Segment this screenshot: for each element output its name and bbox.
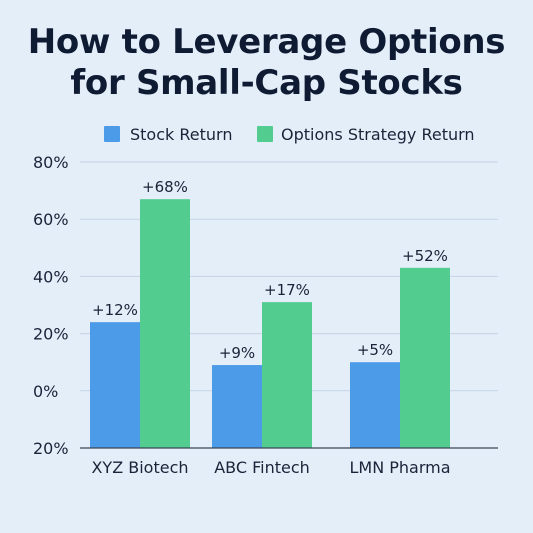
bar-options-strategy-return-xyz-biotech bbox=[140, 199, 190, 448]
y-tick-label: 40% bbox=[33, 267, 69, 286]
y-tick-label: 20% bbox=[33, 439, 69, 458]
y-tick-label: 60% bbox=[33, 210, 69, 229]
legend-label-options-strategy-return: Options Strategy Return bbox=[281, 125, 475, 144]
category-labels: XYZ Biotech ABC Fintech LMN Pharma bbox=[91, 458, 450, 477]
bar-options-strategy-return-abc-fintech bbox=[262, 302, 312, 448]
bar-options-strategy-return-lmn-pharma bbox=[400, 267, 450, 448]
value-label-stock-return-abc-fintech: +9% bbox=[219, 344, 255, 362]
bar-stock-return-xyz-biotech bbox=[90, 322, 140, 448]
chart-title-line-1: How to Leverage Options bbox=[27, 22, 506, 62]
legend-label-stock-return: Stock Return bbox=[130, 125, 232, 144]
legend-swatch-options-strategy-return bbox=[257, 126, 273, 142]
bar-stock-return-lmn-pharma bbox=[350, 362, 400, 448]
category-label-lmn-pharma: LMN Pharma bbox=[349, 458, 450, 477]
value-label-options-strategy-return-xyz-biotech: +68% bbox=[142, 178, 188, 196]
chart-title: How to Leverage Options for Small-Cap St… bbox=[0, 22, 533, 104]
bars bbox=[90, 199, 450, 448]
category-label-xyz-biotech: XYZ Biotech bbox=[91, 458, 188, 477]
category-label-abc-fintech: ABC Fintech bbox=[214, 458, 310, 477]
y-tick-label: 0% bbox=[33, 382, 58, 401]
value-labels: +12% +68% +9% +17% +5% +52% bbox=[92, 178, 448, 362]
value-label-options-strategy-return-lmn-pharma: +52% bbox=[402, 247, 448, 265]
y-tick-label: 80% bbox=[33, 153, 69, 172]
value-label-options-strategy-return-abc-fintech: +17% bbox=[264, 281, 310, 299]
y-axis-ticks: 80% 60% 40% 20% 0% 20% bbox=[33, 153, 69, 458]
chart-title-line-2: for Small-Cap Stocks bbox=[70, 63, 463, 103]
legend: Stock Return Options Strategy Return bbox=[104, 125, 475, 144]
value-label-stock-return-xyz-biotech: +12% bbox=[92, 301, 138, 319]
legend-swatch-stock-return bbox=[104, 126, 120, 142]
value-label-stock-return-lmn-pharma: +5% bbox=[357, 341, 393, 359]
bar-stock-return-abc-fintech bbox=[212, 365, 262, 448]
y-tick-label: 20% bbox=[33, 325, 69, 344]
